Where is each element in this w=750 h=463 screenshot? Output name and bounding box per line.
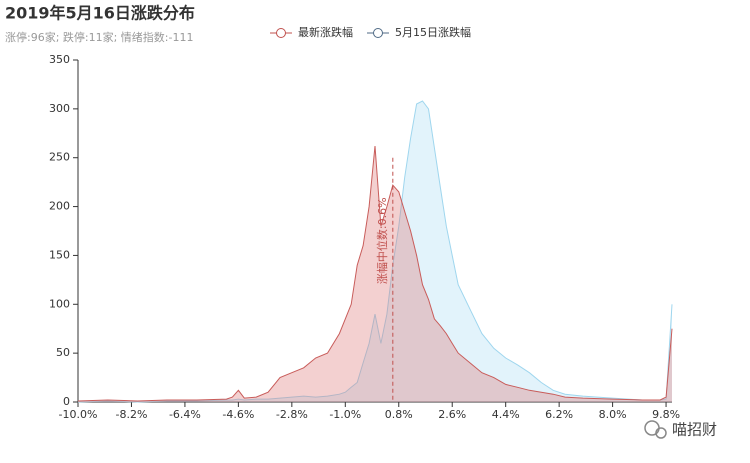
- legend-item: 最新涨跌幅: [270, 25, 353, 39]
- y-tick-label: 300: [49, 102, 70, 115]
- median-label: 涨幅中位数:0.6%: [375, 197, 389, 284]
- legend-label: 5月15日涨跌幅: [395, 25, 471, 39]
- chart-subtitle: 涨停:96家; 跌停:11家; 情绪指数:-111: [5, 30, 193, 44]
- x-tick-label: -6.4%: [169, 408, 201, 421]
- y-tick-label: 100: [49, 297, 70, 310]
- x-tick-label: -4.6%: [222, 408, 254, 421]
- y-tick-label: 250: [49, 151, 70, 164]
- area: [78, 146, 672, 402]
- y-tick-label: 150: [49, 248, 70, 261]
- x-tick-label: -2.8%: [276, 408, 308, 421]
- legend-marker: [276, 28, 286, 38]
- y-tick-label: 200: [49, 200, 70, 213]
- x-tick-label: 6.2%: [545, 408, 573, 421]
- x-tick-label: 8.0%: [599, 408, 627, 421]
- x-tick-label: 2.6%: [438, 408, 466, 421]
- legend-marker: [373, 28, 383, 38]
- y-tick-label: 50: [56, 346, 70, 359]
- watermark: 喵招财: [672, 421, 717, 439]
- chart-title: 2019年5月16日涨跌分布: [5, 4, 195, 23]
- x-tick-label: 9.8%: [652, 408, 680, 421]
- legend-item: 5月15日涨跌幅: [367, 25, 471, 39]
- x-tick-label: 4.4%: [492, 408, 520, 421]
- watermark-icon: [644, 420, 667, 439]
- x-tick-label: -10.0%: [59, 408, 98, 421]
- y-tick-label: 0: [63, 395, 70, 408]
- y-tick-label: 350: [49, 53, 70, 66]
- x-tick-label: -1.0%: [329, 408, 361, 421]
- area: [78, 101, 672, 402]
- line: [77, 145, 673, 402]
- x-tick-label: 0.8%: [385, 408, 413, 421]
- legend-label: 最新涨跌幅: [298, 25, 353, 39]
- x-tick-label: -8.2%: [115, 408, 147, 421]
- line: [77, 100, 673, 403]
